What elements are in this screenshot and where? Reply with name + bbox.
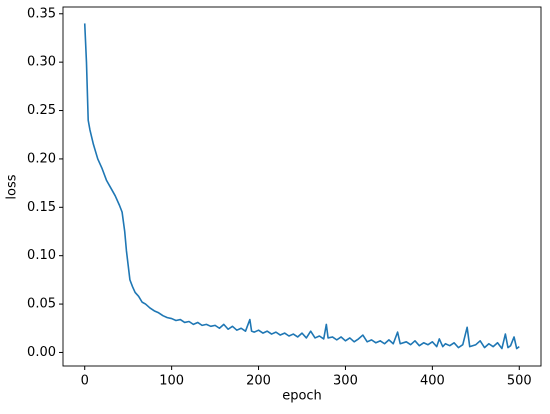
loss-line <box>83 23 520 350</box>
y-tick-label: 0.15 <box>27 200 56 215</box>
x-tick-label: 0 <box>81 374 89 389</box>
y-tick-label: 0.10 <box>27 248 56 263</box>
plot-frame <box>62 6 542 367</box>
y-tick-label: 0.20 <box>27 151 56 166</box>
x-tick-label: 500 <box>507 374 532 389</box>
x-tick-label: 400 <box>420 374 445 389</box>
y-tick-label: 0.25 <box>27 103 56 118</box>
y-tick-label: 0.00 <box>27 345 56 360</box>
x-tick-label: 200 <box>246 374 271 389</box>
y-tick-label: 0.35 <box>27 6 56 21</box>
x-tick-label: 100 <box>159 374 184 389</box>
x-tick-label: 300 <box>333 374 358 389</box>
y-tick-label: 0.05 <box>27 297 56 312</box>
y-tick-label: 0.30 <box>27 55 56 70</box>
x-axis-label: epoch <box>282 389 322 404</box>
y-axis-label: loss <box>5 174 20 199</box>
